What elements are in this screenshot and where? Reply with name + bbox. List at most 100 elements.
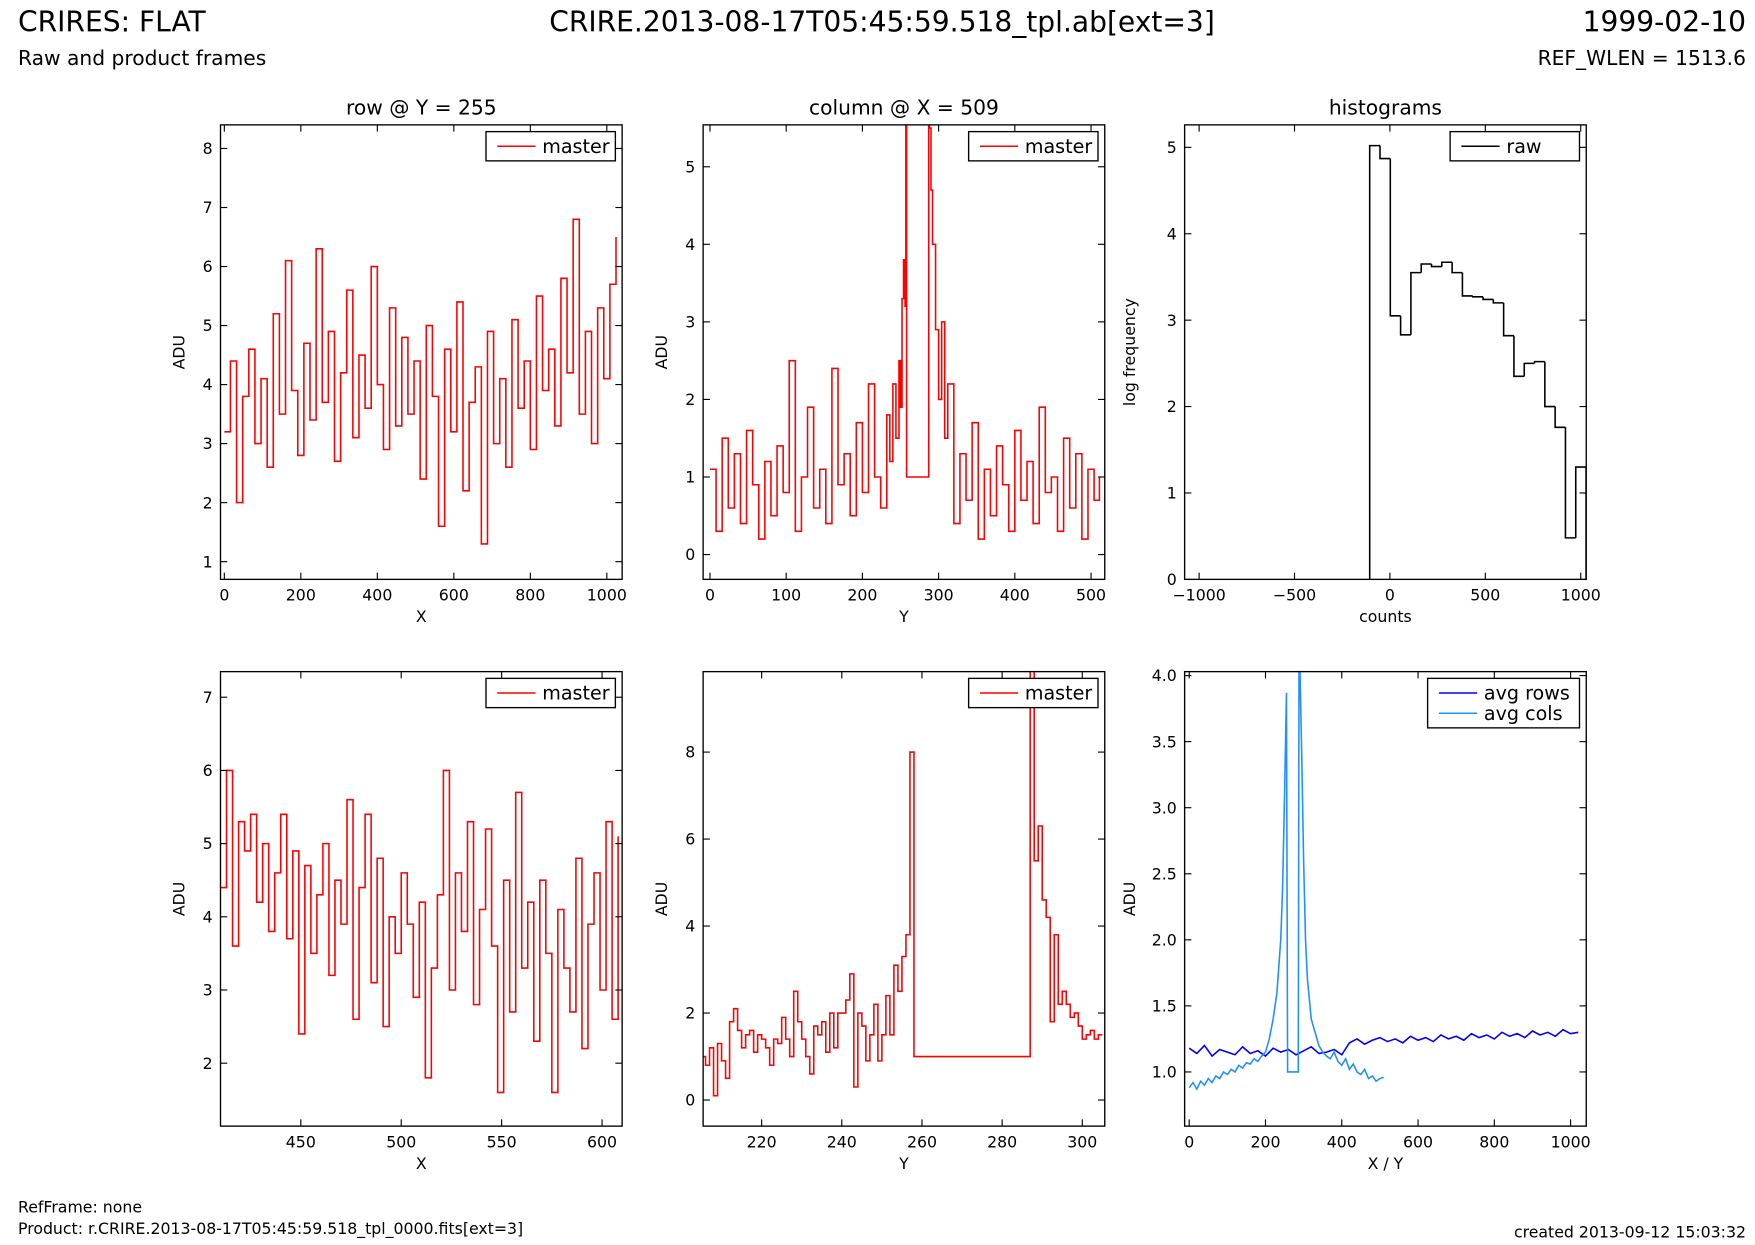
x-tick-label: 0 — [219, 586, 229, 605]
histogram-bin — [1544, 361, 1556, 408]
histogram-bin — [1368, 144, 1381, 580]
x-tick-label: −1000 — [1173, 586, 1226, 605]
footer-created: created 2013-09-12 15:03:32 — [1514, 1222, 1746, 1241]
x-tick-label: 200 — [1250, 1132, 1280, 1151]
x-tick-label: 800 — [515, 586, 545, 605]
x-tick-label: 800 — [1479, 1132, 1509, 1151]
histogram-bin — [1574, 466, 1587, 580]
histogram-bin — [1399, 315, 1411, 336]
plot-area — [1368, 144, 1587, 580]
legend-label: master — [542, 135, 610, 158]
y-tick-label: 1 — [203, 552, 213, 571]
y-axis-label: ADU — [1120, 882, 1139, 916]
y-tick-label: 5 — [203, 316, 213, 335]
plot-area — [709, 124, 1101, 540]
y-tick-label: 3 — [1167, 311, 1177, 330]
x-tick-label: 1000 — [1551, 1132, 1591, 1151]
y-tick-label: 6 — [203, 761, 213, 780]
y-tick-label: 2 — [685, 390, 695, 409]
histogram-bin — [1533, 360, 1545, 364]
x-axis-label: X — [416, 1154, 427, 1173]
y-tick-label: 4 — [203, 907, 213, 926]
histogram-bin — [1492, 299, 1504, 304]
x-tick-label: 600 — [587, 1132, 617, 1151]
y-tick-label: 0 — [685, 1091, 695, 1110]
axes-frame — [702, 124, 1106, 581]
x-axis-label: X / Y — [1368, 1154, 1404, 1173]
histogram-bin — [1461, 272, 1473, 297]
legend: raw — [1449, 130, 1581, 162]
y-tick-label: 1.5 — [1152, 997, 1177, 1016]
histogram-bin — [1523, 362, 1535, 377]
y-tick-label: 3 — [685, 313, 695, 332]
header-subtitle: Raw and product frames — [18, 46, 266, 70]
histogram-bin — [1441, 261, 1453, 267]
x-tick-label: 300 — [924, 586, 954, 605]
y-tick-label: 4 — [203, 375, 213, 394]
y-tick-label: 0 — [685, 545, 695, 564]
histogram-bin — [1471, 295, 1484, 298]
histogram-bin — [1420, 263, 1432, 273]
axes-frame — [1183, 670, 1587, 1127]
data-line — [703, 671, 1103, 1097]
header-date: 1999-02-10 — [1583, 5, 1746, 38]
x-tick-label: 600 — [1403, 1132, 1433, 1151]
legend-label: master — [542, 682, 610, 705]
x-tick-label: 200 — [847, 586, 877, 605]
y-tick-label: 1 — [685, 468, 695, 487]
data-line — [1188, 671, 1384, 1091]
x-axis-label: Y — [898, 1154, 909, 1173]
y-tick-label: 0 — [1167, 570, 1177, 589]
x-tick-label: 400 — [1327, 1132, 1357, 1151]
x-tick-label: −500 — [1273, 586, 1316, 605]
x-tick-label: 220 — [747, 1132, 777, 1151]
y-tick-label: 5 — [685, 157, 695, 176]
x-tick-label: 200 — [286, 586, 316, 605]
y-tick-label: 7 — [203, 688, 213, 707]
y-tick-label: 2 — [685, 1004, 695, 1023]
header-file: CRIRE.2013-08-17T05:45:59.518_tpl.ab[ext… — [549, 5, 1215, 38]
histogram-bin — [1430, 263, 1442, 268]
y-tick-label: 2.0 — [1152, 930, 1177, 949]
histogram-bin — [1564, 427, 1576, 539]
chart-title: histograms — [1329, 96, 1442, 120]
x-tick-label: 400 — [362, 586, 392, 605]
x-tick-label: 260 — [907, 1132, 937, 1151]
legend: master — [967, 130, 1099, 162]
histogram-bin — [1379, 145, 1391, 160]
y-tick-label: 3 — [203, 981, 213, 1000]
x-tick-label: 0 — [1385, 586, 1395, 605]
axes-frame — [1183, 124, 1587, 581]
data-line — [224, 218, 617, 545]
x-tick-label: 0 — [705, 586, 715, 605]
x-axis-label: Y — [898, 607, 909, 626]
y-tick-label: 2 — [203, 1054, 213, 1073]
x-tick-label: 100 — [771, 586, 801, 605]
data-line — [709, 124, 1101, 540]
histogram-bin — [1502, 302, 1514, 337]
x-tick-label: 300 — [1067, 1132, 1097, 1151]
y-axis-label: ADU — [652, 882, 671, 916]
legend-label: master — [1025, 135, 1093, 158]
x-tick-label: 280 — [987, 1132, 1017, 1151]
histogram-bin — [1554, 406, 1566, 429]
x-tick-label: 500 — [386, 1132, 416, 1151]
plot-area — [703, 671, 1103, 1097]
axes-frame — [702, 670, 1106, 1127]
x-axis-label: counts — [1359, 607, 1412, 626]
footer-ref-frame: RefFrame: none — [18, 1198, 142, 1217]
header-title: CRIRES: FLAT — [18, 5, 207, 38]
axes-frame — [219, 124, 623, 581]
x-tick-label: 1000 — [587, 586, 627, 605]
legend-box — [1426, 677, 1581, 729]
y-tick-label: 3.0 — [1152, 798, 1177, 817]
axes-frame — [219, 670, 623, 1127]
x-tick-label: 550 — [487, 1132, 517, 1151]
legend: master — [967, 677, 1099, 709]
y-tick-label: 5 — [203, 834, 213, 853]
y-axis-label: ADU — [652, 335, 671, 369]
x-axis-label: X — [416, 607, 427, 626]
chart-title: row @ Y = 255 — [346, 96, 497, 120]
y-tick-label: 4 — [685, 235, 695, 254]
